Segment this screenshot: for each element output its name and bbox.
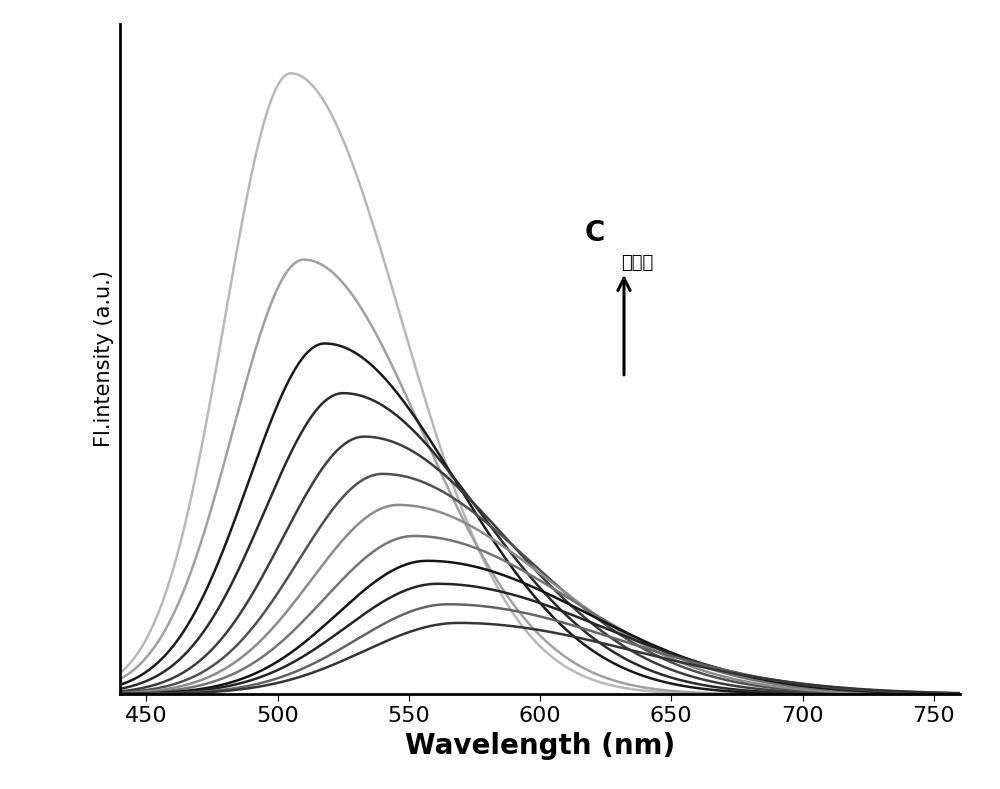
Text: C: C [585,219,605,247]
Text: 石油醚: 石油醚 [621,254,654,272]
X-axis label: Wavelength (nm): Wavelength (nm) [405,731,675,760]
Y-axis label: Fl.intensity (a.u.): Fl.intensity (a.u.) [94,271,114,447]
